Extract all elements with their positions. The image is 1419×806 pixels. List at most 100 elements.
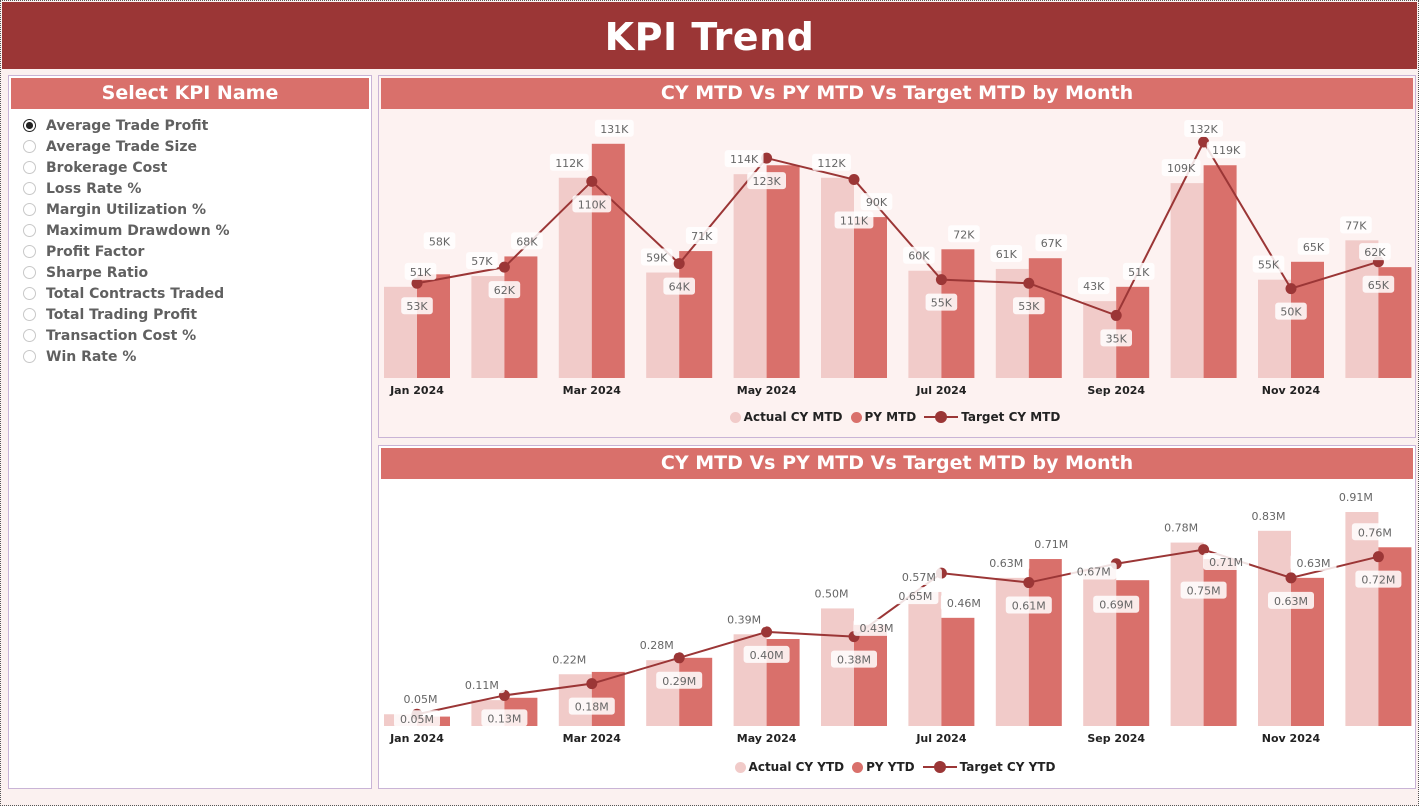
target-point[interactable] — [498, 261, 510, 273]
py-bar[interactable] — [766, 165, 800, 378]
target-point[interactable] — [586, 175, 598, 187]
radio-icon[interactable] — [23, 119, 36, 132]
svg-text:77K: 77K — [1345, 219, 1367, 232]
actual-bar[interactable] — [1170, 542, 1204, 726]
py-bar[interactable] — [854, 624, 887, 726]
radio-icon[interactable] — [23, 350, 36, 363]
actual-bar[interactable] — [1345, 512, 1379, 726]
svg-text:0.83M: 0.83M — [1252, 510, 1286, 523]
radio-icon[interactable] — [23, 224, 36, 237]
py-bar[interactable] — [504, 256, 538, 378]
ytd-legend: Actual CY YTD PY YTD Target CY YTD — [379, 760, 1415, 774]
kpi-option[interactable]: Transaction Cost % — [23, 325, 230, 346]
radio-icon[interactable] — [23, 140, 36, 153]
target-point[interactable] — [761, 626, 773, 638]
py-bar[interactable] — [941, 249, 975, 378]
py-bar[interactable] — [854, 217, 887, 378]
kpi-option[interactable]: Average Trade Profit — [23, 115, 230, 136]
py-bar[interactable] — [941, 617, 975, 726]
radio-icon[interactable] — [23, 329, 36, 342]
py-bar[interactable] — [679, 251, 713, 378]
svg-text:110K: 110K — [578, 198, 607, 211]
py-data-label: 90K — [860, 193, 893, 211]
kpi-option[interactable]: Margin Utilization % — [23, 199, 230, 220]
py-bar[interactable] — [1028, 559, 1062, 726]
actual-bar[interactable] — [1170, 183, 1204, 378]
legend-actual[interactable]: Actual CY MTD — [729, 410, 843, 424]
target-point[interactable] — [1285, 572, 1297, 584]
target-point[interactable] — [1023, 277, 1035, 289]
kpi-option[interactable]: Average Trade Size — [23, 136, 230, 157]
py-bar[interactable] — [591, 143, 625, 378]
kpi-option[interactable]: Brokerage Cost — [23, 157, 230, 178]
actual-bar[interactable] — [821, 177, 854, 378]
svg-text:112K: 112K — [817, 157, 846, 170]
actual-data-label: 0.50M — [808, 584, 855, 602]
kpi-option-label: Maximum Drawdown % — [46, 222, 230, 239]
radio-icon[interactable] — [23, 287, 36, 300]
page-title: KPI Trend — [2, 2, 1417, 69]
svg-text:0.75M: 0.75M — [1187, 585, 1221, 598]
target-data-label: 55K — [925, 293, 958, 311]
py-bar[interactable] — [1028, 258, 1062, 378]
kpi-option[interactable]: Total Contracts Traded — [23, 283, 230, 304]
actual-bar[interactable] — [1258, 530, 1291, 726]
legend-line-icon — [924, 411, 959, 423]
legend-target[interactable]: Target CY YTD — [922, 760, 1055, 774]
target-point[interactable] — [1198, 544, 1210, 556]
py-bar[interactable] — [1203, 165, 1237, 378]
ytd-chart-svg: Jan 2024 Mar 2024 May 2024 Jul 2024 Sep 2024… — [384, 488, 1412, 745]
radio-icon[interactable] — [23, 182, 36, 195]
actual-bar[interactable] — [908, 270, 942, 378]
actual-bar[interactable] — [1258, 279, 1291, 378]
target-point[interactable] — [673, 258, 685, 270]
kpi-option[interactable]: Win Rate % — [23, 346, 230, 367]
actual-bar[interactable] — [733, 174, 767, 378]
svg-text:71K: 71K — [691, 230, 713, 243]
target-point[interactable] — [673, 652, 685, 664]
radio-icon[interactable] — [23, 266, 36, 279]
legend-py[interactable]: PY YTD — [852, 760, 915, 774]
actual-bar[interactable] — [908, 591, 942, 726]
target-point[interactable] — [935, 274, 947, 286]
kpi-option-label: Brokerage Cost — [46, 159, 168, 176]
kpi-option[interactable]: Total Trading Profit — [23, 304, 230, 325]
svg-text:51K: 51K — [1128, 266, 1150, 279]
target-point[interactable] — [848, 174, 860, 186]
kpi-option-label: Win Rate % — [46, 348, 137, 365]
svg-text:131K: 131K — [600, 123, 629, 136]
target-point[interactable] — [1110, 309, 1122, 321]
legend-target[interactable]: Target CY MTD — [924, 410, 1060, 424]
svg-text:72K: 72K — [953, 228, 975, 241]
kpi-option[interactable]: Profit Factor — [23, 241, 230, 262]
py-bar[interactable] — [679, 657, 713, 726]
target-point[interactable] — [411, 277, 423, 289]
actual-bar[interactable] — [646, 660, 680, 726]
kpi-option-label: Loss Rate % — [46, 180, 142, 197]
py-bar[interactable] — [417, 274, 450, 378]
actual-bar[interactable] — [995, 268, 1029, 378]
py-data-label: 65K — [1297, 237, 1330, 255]
target-point[interactable] — [1023, 577, 1035, 589]
radio-icon[interactable] — [23, 308, 36, 321]
kpi-option[interactable]: Maximum Drawdown % — [23, 220, 230, 241]
x-tick-label: Sep 2024 — [1087, 384, 1145, 397]
target-data-label: 0.38M — [831, 650, 877, 668]
actual-bar[interactable] — [1083, 568, 1117, 726]
radio-icon[interactable] — [23, 161, 36, 174]
target-point[interactable] — [1372, 551, 1384, 563]
legend-py[interactable]: PY MTD — [850, 410, 916, 424]
kpi-option[interactable]: Sharpe Ratio — [23, 262, 230, 283]
target-point[interactable] — [1198, 136, 1210, 148]
target-point[interactable] — [761, 152, 773, 164]
kpi-option[interactable]: Loss Rate % — [23, 178, 230, 199]
target-data-label: 64K — [663, 277, 695, 295]
legend-actual[interactable]: Actual CY YTD — [734, 760, 844, 774]
target-point[interactable] — [1285, 283, 1297, 295]
x-tick-label: Nov 2024 — [1262, 732, 1321, 745]
target-point[interactable] — [586, 678, 598, 690]
radio-icon[interactable] — [23, 245, 36, 258]
svg-text:0.18M: 0.18M — [575, 701, 609, 714]
kpi-option-label: Total Contracts Traded — [46, 285, 225, 302]
radio-icon[interactable] — [23, 203, 36, 216]
